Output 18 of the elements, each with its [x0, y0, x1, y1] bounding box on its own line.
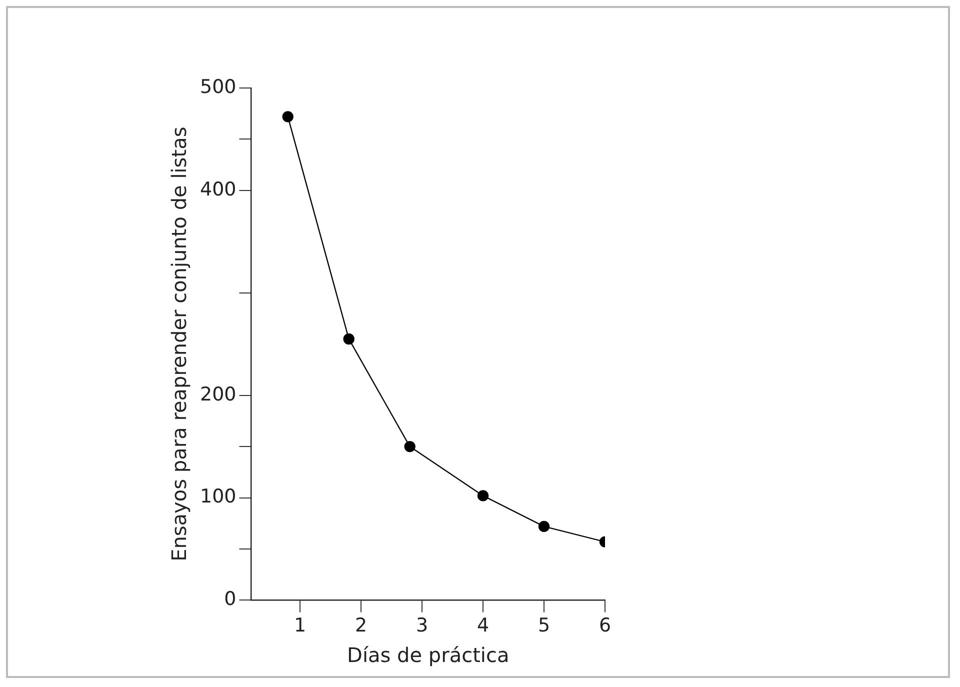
point [477, 490, 489, 502]
x-tick-label: 2 [355, 614, 368, 637]
x-tick-label: 6 [598, 614, 612, 637]
point [538, 520, 550, 532]
y-tick-label: 100 [200, 486, 236, 508]
y-tick-label: 400 [200, 178, 236, 200]
x-axis-title: Días de práctica [347, 643, 510, 668]
y-tick-label: 500 [200, 76, 236, 98]
point [404, 440, 416, 452]
y-tick-label: 0 [224, 588, 236, 610]
x-tick-label: 3 [416, 614, 428, 637]
point [282, 111, 294, 122]
y-tick-label: 200 [200, 383, 236, 406]
point [343, 333, 354, 345]
x-tick-label: 4 [476, 614, 490, 637]
y-axis-title: Ensayos para reaprender conjunto de listas [167, 126, 192, 562]
x-tick-label: 1 [294, 614, 306, 637]
x-tick-label: 5 [538, 614, 550, 637]
